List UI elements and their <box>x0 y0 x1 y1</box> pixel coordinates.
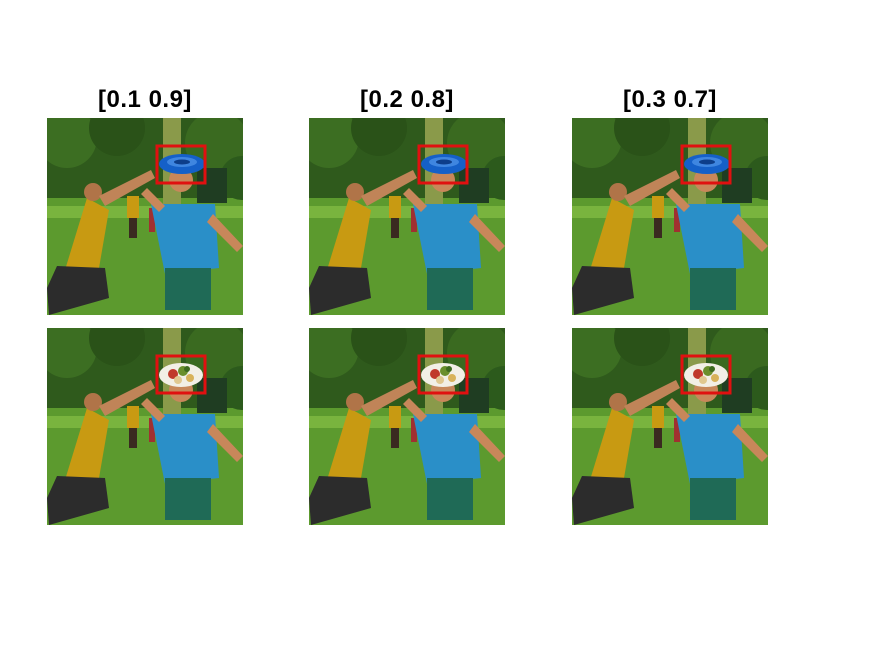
detection-box <box>680 354 732 395</box>
plate-icon <box>159 363 203 387</box>
photo-panel-r2-c2 <box>309 328 505 525</box>
frisbee-icon <box>159 154 205 174</box>
plate-icon <box>684 363 728 387</box>
column-title-3: [0.3 0.7] <box>623 86 717 113</box>
detection-box <box>417 144 469 185</box>
photo-panel-r1-c2 <box>309 118 505 315</box>
photo-panel-r1-c3 <box>572 118 768 315</box>
photo-panel-r2-c1 <box>47 328 243 525</box>
photo-panel-r2-c3 <box>572 328 768 525</box>
plate-icon <box>421 363 465 387</box>
frisbee-icon <box>421 154 467 174</box>
detection-box <box>680 144 732 185</box>
detection-box <box>417 354 469 395</box>
column-title-1: [0.1 0.9] <box>98 86 192 113</box>
column-title-2: [0.2 0.8] <box>360 86 454 113</box>
detection-box <box>155 144 207 185</box>
frisbee-icon <box>684 154 730 174</box>
detection-box <box>155 354 207 395</box>
photo-panel-r1-c1 <box>47 118 243 315</box>
